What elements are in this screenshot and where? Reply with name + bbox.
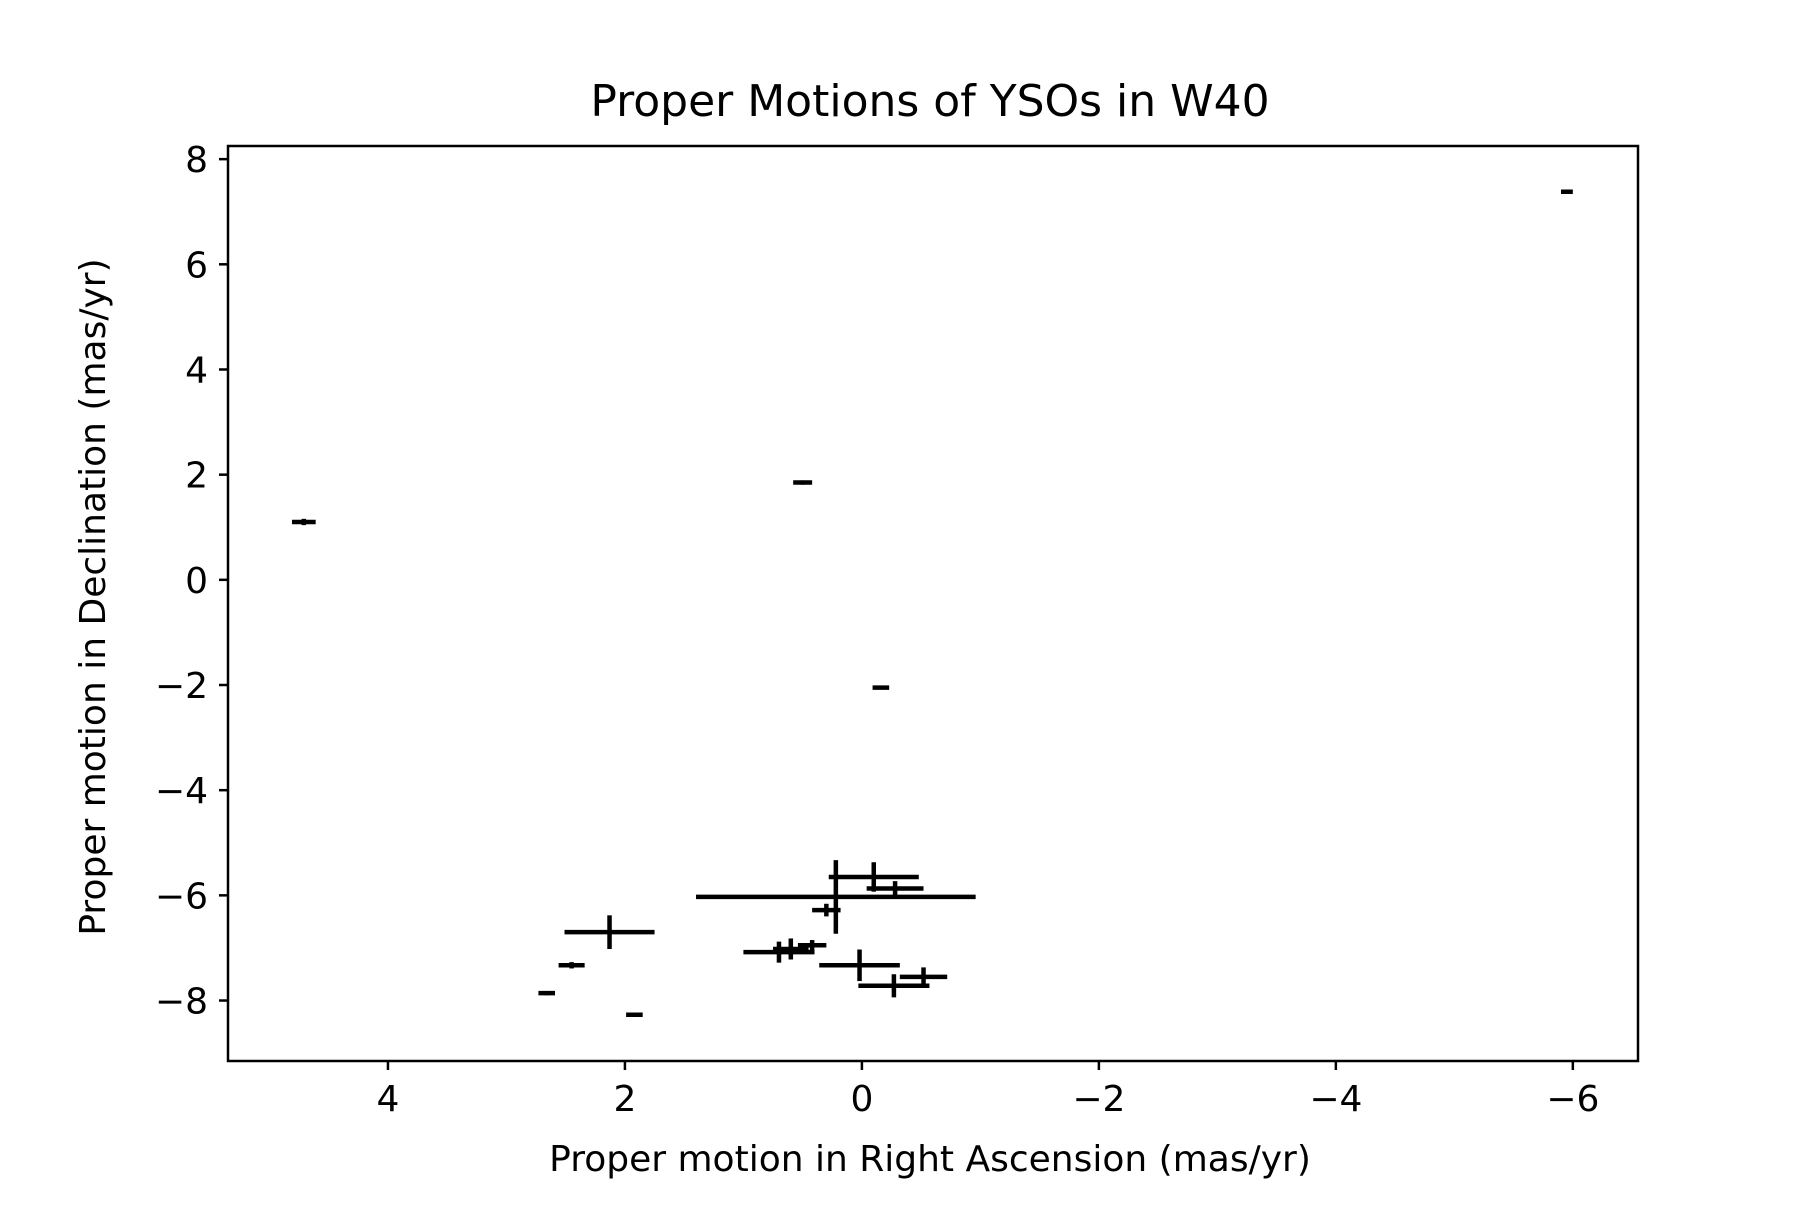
- error-bar-layer: [291, 189, 1573, 1017]
- data-point: [558, 962, 585, 969]
- data-point: [819, 949, 900, 982]
- y-tick-label: 4: [185, 350, 208, 391]
- y-tick-label: −8: [155, 982, 208, 1023]
- data-point: [626, 1012, 643, 1017]
- y-tick-label: −4: [155, 771, 208, 812]
- chart-title: Proper Motions of YSOs in W40: [590, 76, 1269, 127]
- data-point: [872, 685, 890, 690]
- data-point: [1560, 189, 1573, 194]
- y-tick-label: 0: [185, 561, 208, 602]
- plot-area-frame: [226, 144, 1640, 1063]
- x-tick-label: −4: [1309, 1079, 1362, 1120]
- x-axis-ticks: 4 2 0 −2 −4 −6: [377, 1061, 1599, 1120]
- x-axis-label: Proper motion in Right Ascension (mas/yr…: [549, 1139, 1311, 1180]
- y-tick-label: −2: [155, 666, 208, 707]
- data-point: [696, 860, 976, 934]
- x-tick-label: −6: [1546, 1079, 1599, 1120]
- data-point: [866, 881, 924, 896]
- y-tick-label: 6: [185, 245, 208, 286]
- data-point: [793, 480, 813, 485]
- data-point: [743, 941, 815, 963]
- y-tick-label: 8: [185, 140, 208, 181]
- data-point: [773, 938, 809, 960]
- y-axis-ticks: 8 6 4 2 0 −2 −4 −6 −8: [155, 140, 228, 1023]
- x-tick-label: 4: [377, 1079, 400, 1120]
- x-tick-label: 2: [613, 1079, 636, 1120]
- data-point: [812, 903, 841, 917]
- data-point: [797, 940, 827, 951]
- data-point: [858, 974, 930, 998]
- y-tick-label: −6: [155, 876, 208, 917]
- data-point: [291, 518, 316, 526]
- data-point: [564, 915, 655, 949]
- y-tick-label: 2: [185, 456, 208, 497]
- data-point: [899, 967, 948, 987]
- x-tick-label: 0: [850, 1079, 873, 1120]
- x-tick-label: −2: [1072, 1079, 1125, 1120]
- data-point: [538, 990, 556, 996]
- y-axis-label: Proper motion in Declination (mas/yr): [73, 258, 114, 935]
